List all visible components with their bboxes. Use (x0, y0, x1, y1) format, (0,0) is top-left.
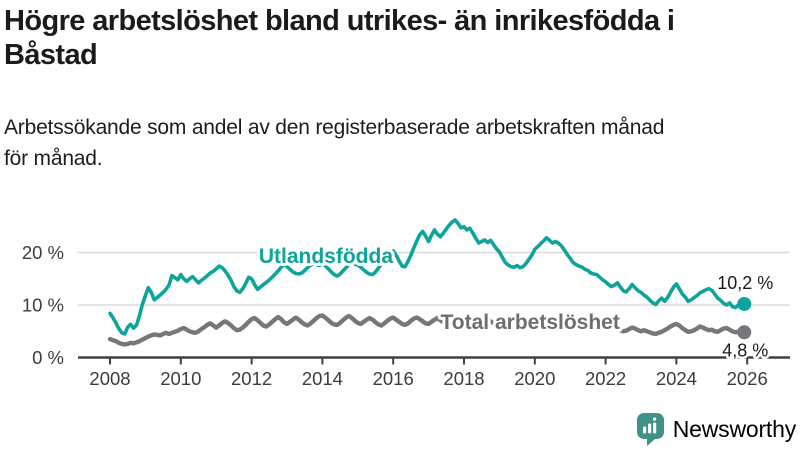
end-dot-utlandsf-dda (737, 296, 752, 311)
x-tick-label-2026: 2026 (727, 368, 768, 389)
series-line-total-arbetsl-shet (107, 313, 747, 347)
newsworthy-wordmark: Newsworthy (672, 416, 796, 442)
chart-title-line-2: Båstad (4, 39, 98, 71)
x-tick-label-2008: 2008 (89, 368, 130, 389)
end-value-label-utlandsf-dda: 10,2 % (717, 273, 773, 293)
y-tick-label-0: 0 % (32, 347, 64, 368)
end-dot-total-arbetsl-shet (737, 325, 752, 340)
x-tick-label-2018: 2018 (443, 368, 484, 389)
y-tick-label-10: 10 % (22, 295, 64, 316)
end-value-label-total-arbetsl-shet: 4,8 % (722, 340, 768, 360)
newsworthy-logo-icon (636, 413, 664, 446)
x-tick-label-2014: 2014 (302, 368, 343, 389)
x-tick-label-2020: 2020 (514, 368, 555, 389)
x-tick-label-2024: 2024 (656, 368, 697, 389)
chart-title: Högre arbetslöshet bland utrikes- än inr… (4, 4, 796, 72)
chart-subtitle-line-2: för månad. (4, 147, 103, 170)
newsworthy-brand: Newsworthy (636, 413, 796, 446)
x-tick-label-2016: 2016 (373, 368, 414, 389)
y-tick-label-20: 20 % (22, 242, 64, 263)
chart-title-line-1: Högre arbetslöshet bland utrikes- än inr… (4, 5, 675, 37)
x-tick-label-2022: 2022 (585, 368, 626, 389)
x-tick-label-2012: 2012 (231, 368, 272, 389)
series-label-utlandsf-dda: Utlandsfödda (259, 245, 393, 268)
series-label-total-arbetsl-shet: Total arbetslöshet (441, 311, 620, 334)
chart-subtitle: Arbetssökande som andel av den registerb… (4, 112, 796, 174)
chart-subtitle-line-1: Arbetssökande som andel av den registerb… (4, 116, 665, 139)
series-line-utlandsf-dda (108, 218, 747, 336)
x-tick-label-2010: 2010 (160, 368, 201, 389)
